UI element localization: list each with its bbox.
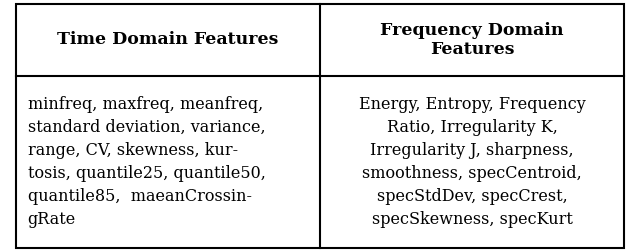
Text: Time Domain Features: Time Domain Features	[58, 31, 278, 48]
Text: Energy, Entropy, Frequency
Ratio, Irregularity K,
Irregularity J, sharpness,
smo: Energy, Entropy, Frequency Ratio, Irregu…	[358, 97, 586, 228]
FancyBboxPatch shape	[16, 4, 624, 248]
Text: minfreq, maxfreq, meanfreq,
standard deviation, variance,
range, CV, skewness, k: minfreq, maxfreq, meanfreq, standard dev…	[28, 97, 266, 228]
Text: Frequency Domain
Features: Frequency Domain Features	[380, 21, 564, 58]
